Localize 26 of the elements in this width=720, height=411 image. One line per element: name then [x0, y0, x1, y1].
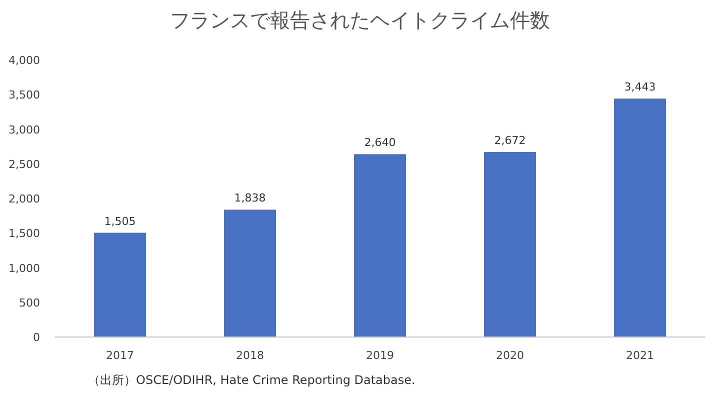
x-tick-label: 2018 [236, 349, 264, 362]
data-label: 2,672 [494, 134, 526, 147]
x-tick-label: 2021 [626, 349, 654, 362]
bar [614, 98, 666, 337]
x-tick-label: 2019 [366, 349, 394, 362]
bar [354, 154, 406, 337]
y-tick-label: 3,500 [8, 88, 40, 102]
data-label: 1,505 [104, 214, 136, 228]
text: （出所）OSCE/ODIHR, Hate Crime Reporting Database. [88, 373, 416, 387]
x-tick-label: 2017 [106, 349, 134, 362]
y-tick-label: 0 [33, 331, 40, 344]
bar [224, 210, 276, 337]
bar [94, 232, 146, 337]
y-tick-label: 3,000 [8, 123, 40, 136]
y-tick-label: 4,000 [8, 54, 40, 67]
data-label: 1,838 [234, 192, 266, 205]
bar [484, 152, 536, 337]
y-tick-label: 500 [19, 296, 40, 310]
chart-title: フランスで報告されたヘイトクライム件数 [170, 8, 550, 32]
y-tick-label: 2,000 [8, 192, 40, 206]
y-tick-label: 2,500 [8, 158, 40, 171]
data-label: 3,443 [624, 80, 656, 94]
y-tick-label: 1,500 [8, 227, 40, 240]
y-tick-label: 1,000 [8, 262, 40, 275]
x-tick-label: 2020 [496, 349, 524, 362]
data-label: 2,640 [364, 136, 396, 150]
